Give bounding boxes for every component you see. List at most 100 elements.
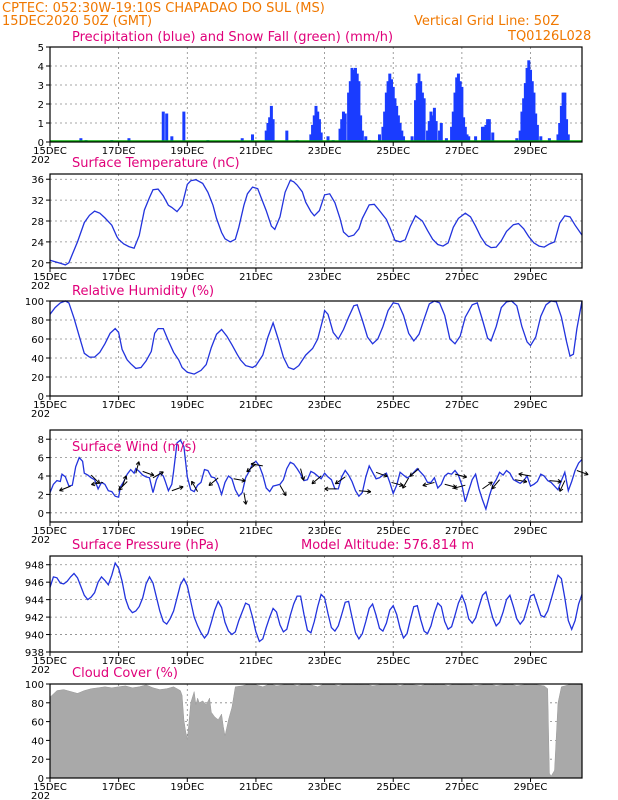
wind-arrow [191,480,199,492]
y-tick-label: 944 [25,596,44,607]
panel-title: Cloud Cover (%) [72,666,178,681]
precip-bar [450,126,454,142]
precip-bar [556,134,560,142]
header-code: TQ0126L028 [507,29,591,44]
precip-bar [451,111,455,142]
y-tick-label: 8 [38,435,44,446]
x-tick-year: 202 [31,535,50,546]
precip-bar [251,134,255,142]
wind-arrow [491,479,501,490]
precip-bar [482,126,486,142]
wind-arrow [300,468,305,481]
precip-bar [486,119,490,142]
x-tick-label: 23DEC [308,526,342,537]
panel-title: Surface Temperature (nC) [72,156,240,171]
y-tick-label: 0 [38,138,44,149]
panel-frame [49,555,583,653]
x-tick-label: 29DEC [514,656,548,667]
y-tick-label: 60 [31,335,44,346]
x-tick-year: 202 [31,665,50,676]
wind-arrow [514,479,527,483]
wind-arrow-head [422,485,427,487]
precip-bar [343,113,347,142]
precip-bar [271,119,275,142]
precip-bar [359,115,363,142]
precip-bar [381,126,385,142]
panel-frame [49,300,583,397]
y-tick-label: 32 [31,196,44,207]
precip-bar [285,130,289,142]
x-tick-label: 27DEC [445,526,479,537]
precip-bar [311,124,315,142]
panel-title: Precipitation (blue) and Snow Fall (gree… [72,30,393,45]
panel-frame [49,429,583,523]
x-tick-label: 23DEC [308,146,342,157]
precip-bar [317,119,321,142]
wind-arrow-head [311,482,316,485]
wind-arrow [59,485,71,492]
x-tick-label: 25DEC [376,782,410,793]
precip-bar [559,105,563,142]
wind-arrow [311,475,322,485]
x-tick-label: 29DEC [514,272,548,283]
header-datetime: 15DEC2020 50Z (GMT) [2,14,152,29]
x-tick-label: 17DEC [102,272,136,283]
precip-bar [127,138,131,142]
x-tick-label: 25DEC [376,400,410,411]
y-tick-label: 938 [25,648,44,659]
wind-arrow-head [250,463,255,467]
wind-arrow-head [91,484,96,487]
wind-arrow-head [584,474,589,476]
precip-bar [240,138,244,142]
gridlines [50,556,582,652]
wind-arrow [233,478,246,482]
wind-arrow-head [135,461,140,465]
precip-bar [314,105,318,142]
panel-annotation: Model Altitude: 576.814 m [301,538,474,553]
cloud-cover-area [49,683,583,779]
precip-bar [520,111,524,142]
panel-3: 0 2 4 6 8 15DEC 17DEC 19DEC 21DEC 23DEC 25DEC 27DEC… [31,429,589,546]
y-tick-label: 942 [25,613,44,624]
x-tick-label: 21DEC [239,782,273,793]
y-tick-label: 4 [38,472,44,483]
y-tick-label: 3 [38,81,44,92]
precip-bar [165,113,169,142]
wind-arrow-head [303,476,306,481]
precip-bar [391,86,395,142]
panel-frame [49,683,583,779]
wind-arrow-head [282,493,287,497]
panel-frame [49,46,583,143]
x-tick-label: 29DEC [514,146,548,157]
wind-arrow-head [324,488,329,492]
precip-bar [456,73,460,142]
wind-arrow [142,470,155,476]
panel-frame [49,173,583,269]
precip-bar [79,138,83,142]
precip-bar [458,81,462,142]
header-station: CPTEC: 052:30W-19:10S CHAPADAO DO SUL (M… [2,1,325,16]
precip-bar [312,115,316,142]
x-tick-label: 21DEC [239,656,273,667]
wind-arrow [90,474,101,484]
precip-bar [566,134,570,142]
precip-bar [439,123,443,142]
y-tick-label: 36 [31,175,44,186]
precip-bar [182,111,186,142]
wind-arrow-head [241,480,246,483]
y-tick-label: 20 [31,373,44,384]
wind-arrow-head [409,475,414,477]
precip-bar [316,111,320,142]
wind-arrow-head [118,486,121,491]
y-tick-label: 60 [31,718,44,729]
precip-bar [522,98,526,142]
y-tick-label: 0 [38,509,44,520]
x-tick-label: 25DEC [376,146,410,157]
series-line [49,179,583,266]
precip-bar [398,123,402,142]
panel-4: 938 940 942 944 946 948 15DEC 17DEC 19DEC 21DEC 23… [25,538,583,676]
x-tick-label: 17DEC [102,400,136,411]
x-tick-label: 19DEC [170,400,204,411]
y-tick-label: 20 [31,755,44,766]
x-tick-label: 27DEC [445,400,479,411]
